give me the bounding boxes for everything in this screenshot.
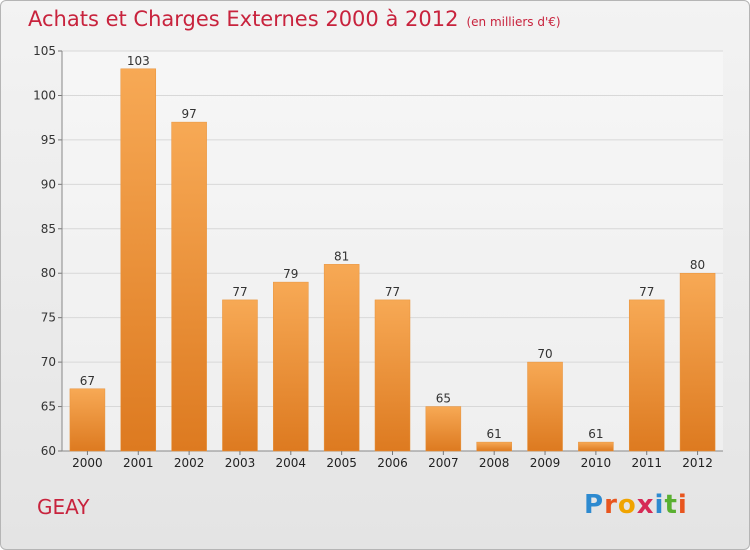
data-label: 77: [639, 285, 654, 299]
bar: [679, 272, 716, 452]
data-label: 103: [127, 54, 150, 68]
data-label: 80: [690, 258, 705, 272]
data-label: 61: [487, 427, 502, 441]
bar: [628, 299, 665, 452]
y-tick-label: 65: [41, 400, 56, 414]
data-label: 97: [181, 107, 196, 121]
bar: [222, 299, 258, 452]
x-tick-label: 2011: [631, 456, 662, 470]
bar: [527, 361, 563, 452]
y-tick-label: 100: [33, 88, 56, 102]
x-tick-label: 2001: [123, 456, 154, 470]
chart-unit: (en milliers d'€): [466, 15, 561, 29]
x-tick-label: 2009: [530, 456, 561, 470]
logo-letter: o: [617, 490, 637, 520]
x-tick-label: 2007: [428, 456, 459, 470]
bar: [425, 406, 462, 452]
logo-letter: r: [604, 490, 618, 520]
y-tick-label: 75: [41, 311, 56, 325]
logo-letter: t: [664, 490, 678, 520]
logo-letter: i: [654, 490, 665, 520]
logo-letter: x: [636, 490, 655, 520]
x-tick-label: 2012: [682, 456, 713, 470]
bar: [171, 121, 207, 452]
data-label: 81: [334, 249, 349, 263]
y-tick-label: 70: [41, 355, 56, 369]
x-tick-label: 2006: [377, 456, 408, 470]
y-tick-label: 85: [41, 222, 56, 236]
bar: [578, 441, 614, 452]
y-tick-label: 80: [41, 266, 56, 280]
chart-title-text: Achats et Charges Externes 2000 à 2012: [28, 7, 459, 31]
proxiti-logo: Proxiti: [584, 490, 688, 520]
data-label: 67: [80, 374, 95, 388]
x-tick-label: 2005: [326, 456, 357, 470]
x-tick-label: 2003: [225, 456, 256, 470]
x-tick-label: 2004: [276, 456, 307, 470]
commune-name: GEAY: [37, 495, 90, 519]
bar: [120, 68, 157, 452]
data-label: 65: [436, 392, 451, 406]
data-label: 70: [537, 347, 552, 361]
y-tick-label: 95: [41, 133, 56, 147]
bar: [374, 299, 411, 452]
x-tick-label: 2002: [174, 456, 205, 470]
x-tick-label: 2000: [72, 456, 103, 470]
y-tick-label: 105: [33, 44, 56, 58]
data-label: 77: [385, 285, 400, 299]
bar: [476, 441, 512, 452]
data-label: 77: [232, 285, 247, 299]
logo-letter: P: [584, 490, 605, 520]
bar: [69, 388, 106, 452]
data-label: 79: [283, 267, 298, 281]
y-tick-label: 60: [41, 444, 56, 458]
data-label: 61: [588, 427, 603, 441]
logo-letter: i: [677, 490, 688, 520]
bar: [323, 264, 360, 452]
bar: [273, 281, 309, 452]
x-tick-label: 2010: [581, 456, 612, 470]
chart-title: Achats et Charges Externes 2000 à 2012 (e…: [28, 7, 561, 31]
x-tick-label: 2008: [479, 456, 510, 470]
y-tick-label: 90: [41, 177, 56, 191]
